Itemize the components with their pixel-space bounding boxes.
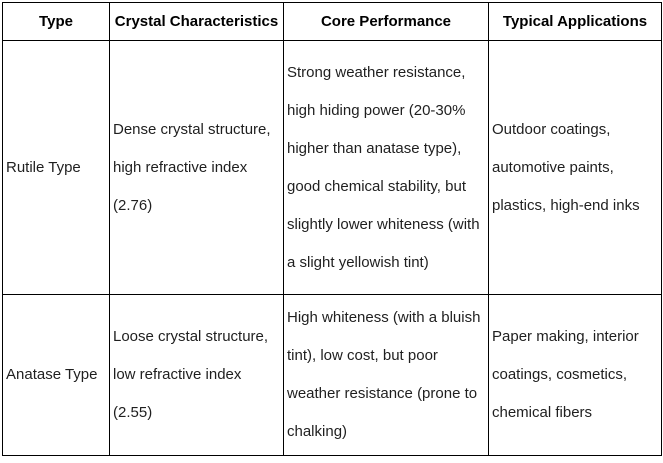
- cell-anatase-typical-applications: Paper making, interior coatings, cosmeti…: [488, 294, 662, 456]
- header-row: Type Crystal Characteristics Core Perfor…: [2, 2, 662, 41]
- table-header: Type Crystal Characteristics Core Perfor…: [2, 2, 662, 41]
- table-row-rutile: Rutile Type Dense crystal structure, hig…: [2, 40, 662, 295]
- table-body: Rutile Type Dense crystal structure, hig…: [2, 40, 662, 456]
- cell-anatase-core-performance: High whiteness (with a bluish tint), low…: [283, 294, 489, 456]
- cell-anatase-type: Anatase Type: [2, 294, 110, 456]
- column-header-typical-applications: Typical Applications: [488, 2, 662, 41]
- cell-rutile-type: Rutile Type: [2, 40, 110, 295]
- table-row-anatase: Anatase Type Loose crystal structure, lo…: [2, 294, 662, 456]
- cell-rutile-crystal-characteristics: Dense crystal structure, high refractive…: [109, 40, 284, 295]
- cell-rutile-typical-applications: Outdoor coatings, automotive paints, pla…: [488, 40, 662, 295]
- tio2-comparison-table: Type Crystal Characteristics Core Perfor…: [2, 2, 662, 456]
- column-header-core-performance: Core Performance: [283, 2, 489, 41]
- cell-rutile-core-performance: Strong weather resistance, high hiding p…: [283, 40, 489, 295]
- column-header-crystal-characteristics: Crystal Characteristics: [109, 2, 284, 41]
- cell-anatase-crystal-characteristics: Loose crystal structure, low refractive …: [109, 294, 284, 456]
- column-header-type: Type: [2, 2, 110, 41]
